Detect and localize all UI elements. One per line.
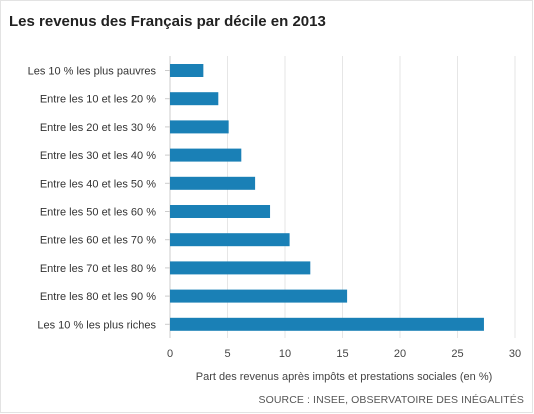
bar (170, 148, 242, 162)
category-label: Entre les 10 et les 20 % (40, 94, 156, 106)
category-label: Entre les 30 et les 40 % (40, 150, 156, 162)
bar (170, 233, 290, 247)
x-tick-label: 10 (279, 348, 291, 360)
x-tick-label: 15 (336, 348, 348, 360)
x-tick-label: 30 (509, 348, 521, 360)
category-label: Les 10 % les plus riches (37, 319, 156, 331)
category-label: Entre les 20 et les 30 % (40, 122, 156, 134)
bar (170, 92, 219, 106)
chart-source: SOURCE : INSEE, OBSERVATOIRE DES INÉGALI… (258, 394, 524, 406)
bar (170, 176, 256, 190)
bar (170, 261, 311, 275)
chart-title: Les revenus des Français par décile en 2… (9, 13, 326, 30)
x-tick-label: 20 (394, 348, 406, 360)
bar (170, 317, 484, 331)
category-label: Entre les 40 et les 50 % (40, 178, 156, 190)
bar (170, 120, 229, 134)
category-label: Entre les 70 et les 80 % (40, 263, 156, 275)
bar (170, 205, 271, 218)
category-label: Les 10 % les plus pauvres (28, 66, 157, 78)
category-label: Entre les 80 et les 90 % (40, 291, 156, 303)
x-tick-label: 0 (167, 348, 173, 360)
category-label: Entre les 60 et les 70 % (40, 235, 156, 247)
bar (170, 289, 348, 303)
x-tick-label: 5 (224, 348, 230, 360)
x-tick-label: 25 (451, 348, 463, 360)
x-axis-label: Part des revenus après impôts et prestat… (196, 371, 493, 383)
bar (170, 64, 204, 77)
category-label: Entre les 50 et les 60 % (40, 207, 156, 219)
